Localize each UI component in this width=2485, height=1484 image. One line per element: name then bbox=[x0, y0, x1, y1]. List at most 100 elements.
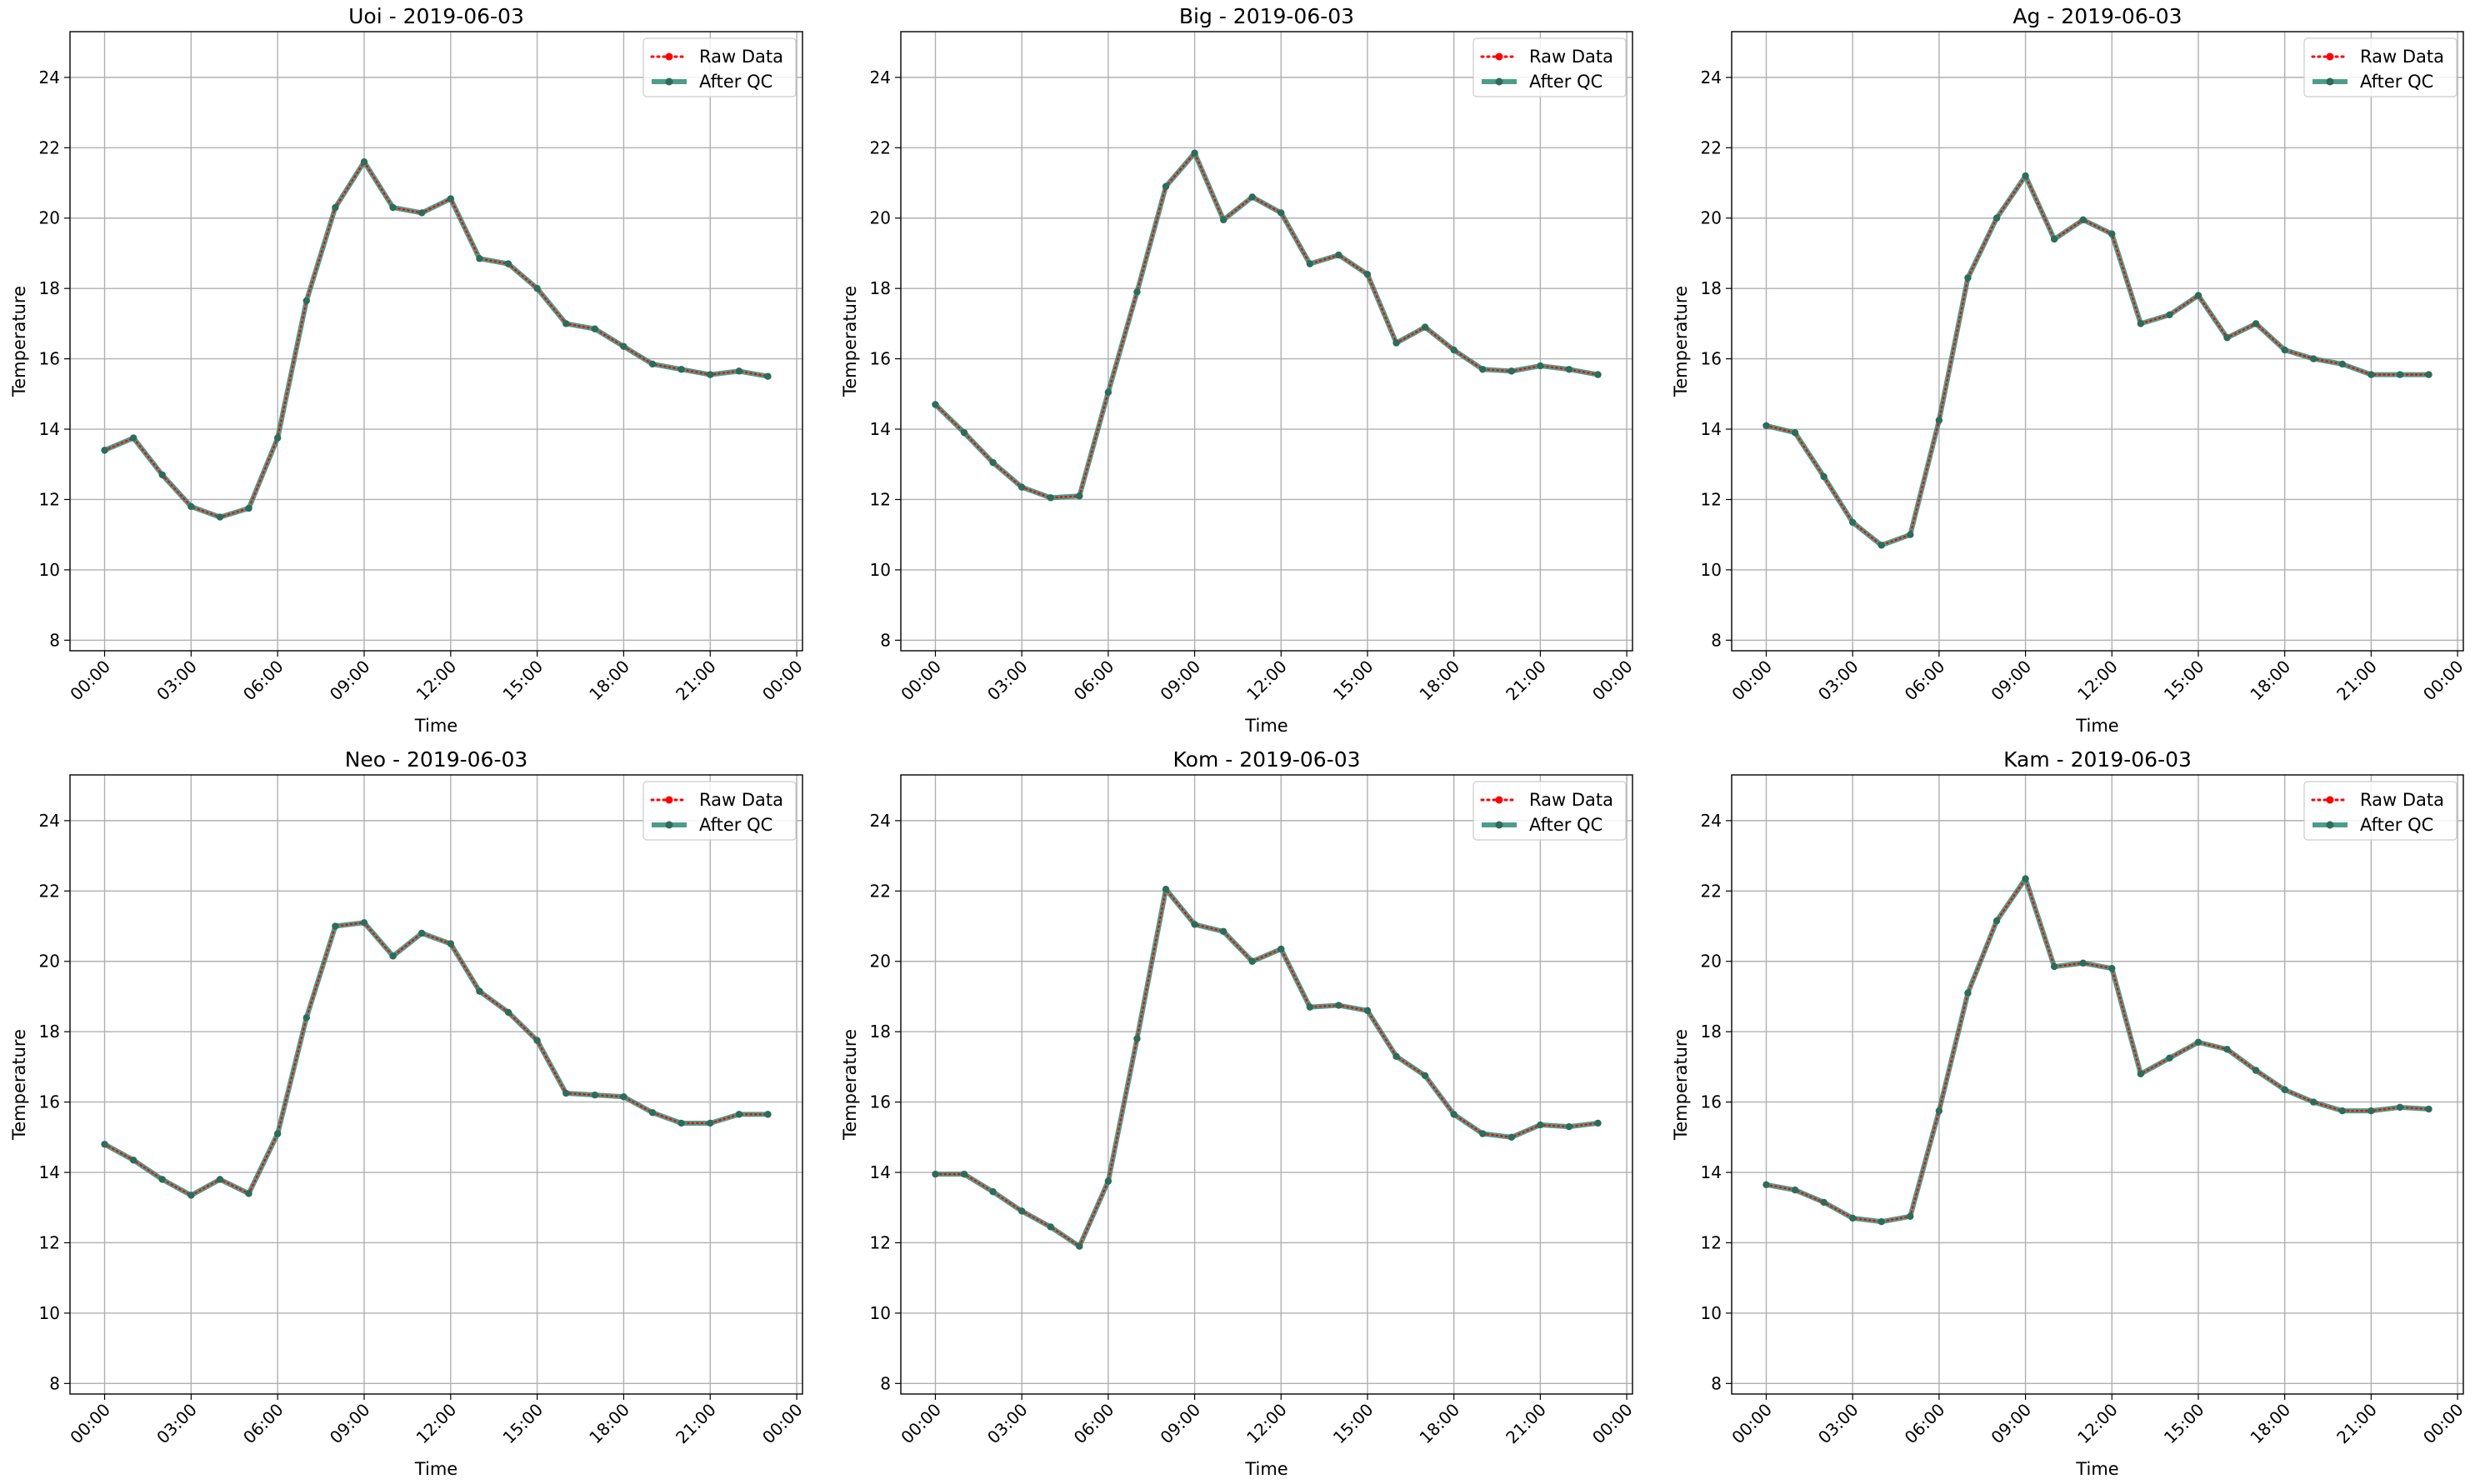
data-point-after-qc bbox=[2338, 1107, 2347, 1115]
x-axis-label: Time bbox=[1244, 1459, 1288, 1479]
y-tick-label: 20 bbox=[870, 208, 891, 228]
data-point-after-qc bbox=[1421, 323, 1429, 331]
legend-marker-raw-data bbox=[2326, 52, 2334, 61]
data-point-after-qc bbox=[129, 434, 138, 442]
data-point-after-qc bbox=[1762, 422, 1770, 430]
data-point-after-qc bbox=[2252, 1067, 2260, 1074]
y-tick-label: 14 bbox=[870, 419, 891, 439]
series-line-after-qc bbox=[1765, 876, 2429, 1225]
x-tick-label: 03:00 bbox=[1814, 657, 1862, 705]
data-point-after-qc bbox=[2338, 360, 2347, 368]
y-tick-label: 16 bbox=[1701, 349, 1722, 369]
y-tick-label: 8 bbox=[1711, 1373, 1722, 1393]
data-point-after-qc bbox=[1392, 1052, 1400, 1060]
data-point-after-qc bbox=[1820, 1198, 1828, 1207]
y-tick-label: 16 bbox=[39, 1092, 60, 1112]
series-line-raw-data bbox=[1765, 173, 2430, 547]
data-point-after-qc bbox=[129, 1157, 138, 1164]
y-tick-label: 8 bbox=[49, 1373, 60, 1393]
data-point-after-qc bbox=[989, 1188, 997, 1196]
y-tick-label: 24 bbox=[870, 811, 891, 831]
chart-panel: 8 10 12 14 16 18 20 22 24 00:00 03:00 06:00 09:00 12:… bbox=[840, 747, 1637, 1479]
data-point-after-qc bbox=[1335, 1002, 1342, 1009]
plot-frame bbox=[900, 774, 1633, 1395]
data-point-after-qc bbox=[2223, 334, 2231, 342]
x-tick-label: 09:00 bbox=[1987, 657, 2035, 705]
x-tick-label: 09:00 bbox=[1987, 1400, 2035, 1448]
x-tick-label: 18:00 bbox=[2246, 657, 2294, 705]
legend: Raw Data After QC bbox=[2303, 781, 2458, 841]
x-tick-label: 21:00 bbox=[2332, 657, 2381, 705]
x-tick-label: 21:00 bbox=[1502, 657, 1550, 705]
x-tick-label: 21:00 bbox=[672, 657, 720, 705]
data-point-after-qc bbox=[1450, 1111, 1458, 1118]
chart-panel: 8 10 12 14 16 18 20 22 24 00:00 03:00 06:00 09:00 12:… bbox=[1671, 4, 2468, 736]
data-point-after-qc bbox=[360, 157, 368, 166]
data-point-after-qc bbox=[1133, 288, 1141, 296]
data-point-after-qc bbox=[1992, 214, 2001, 222]
legend: Raw Data After QC bbox=[642, 37, 797, 97]
data-point-after-qc bbox=[678, 1119, 685, 1127]
x-tick-label: 06:00 bbox=[1901, 1400, 1949, 1448]
legend-label-after-qc: After QC bbox=[2360, 815, 2433, 835]
data-point-after-qc bbox=[447, 940, 455, 947]
y-tick-label: 18 bbox=[39, 1022, 60, 1042]
data-point-after-qc bbox=[1594, 1119, 1602, 1127]
data-point-after-qc bbox=[2281, 1086, 2288, 1094]
data-point-after-qc bbox=[1479, 366, 1487, 373]
data-point-after-qc bbox=[1421, 1072, 1429, 1080]
series-line-raw-data bbox=[1765, 877, 2430, 1223]
chart-panel: 8 10 12 14 16 18 20 22 24 00:00 03:00 06:00 09:00 12:… bbox=[9, 747, 807, 1479]
data-point-after-qc bbox=[2396, 1103, 2404, 1112]
x-tick-label: 15:00 bbox=[2160, 1400, 2208, 1448]
y-tick-label: 24 bbox=[39, 811, 60, 831]
y-tick-label: 14 bbox=[39, 419, 60, 439]
x-tick-label: 21:00 bbox=[672, 1400, 720, 1448]
data-point-after-qc bbox=[562, 320, 570, 327]
data-point-after-qc bbox=[360, 919, 368, 927]
y-tick-label: 14 bbox=[1701, 419, 1722, 439]
data-point-after-qc bbox=[707, 1119, 714, 1127]
x-axis-label: Time bbox=[2075, 716, 2118, 736]
data-point-after-qc bbox=[1392, 339, 1400, 347]
data-point-after-qc bbox=[1076, 1242, 1083, 1250]
y-tick-label: 12 bbox=[39, 489, 60, 509]
x-tick-label: 12:00 bbox=[412, 657, 461, 705]
data-point-after-qc bbox=[1278, 945, 1285, 953]
legend-marker-after-qc bbox=[1495, 77, 1503, 86]
data-point-after-qc bbox=[591, 1091, 599, 1099]
data-point-after-qc bbox=[2022, 172, 2029, 180]
y-tick-label: 8 bbox=[880, 1373, 891, 1393]
legend-label-after-qc: After QC bbox=[699, 72, 772, 92]
x-tick-label: 03:00 bbox=[152, 1400, 201, 1448]
x-tick-label: 15:00 bbox=[2160, 657, 2208, 705]
y-tick-label: 18 bbox=[39, 278, 60, 298]
data-point-after-qc bbox=[332, 922, 339, 930]
data-point-after-qc bbox=[1820, 472, 1828, 481]
data-point-after-qc bbox=[1047, 1223, 1054, 1231]
data-point-after-qc bbox=[2108, 964, 2116, 972]
data-point-after-qc bbox=[707, 371, 714, 378]
plot-frame bbox=[1731, 774, 2464, 1395]
x-tick-label: 00:00 bbox=[897, 1400, 945, 1448]
x-tick-label: 06:00 bbox=[1901, 657, 1949, 705]
y-tick-label: 12 bbox=[870, 1232, 891, 1252]
data-point-after-qc bbox=[591, 325, 599, 332]
data-point-after-qc bbox=[1191, 921, 1198, 928]
data-point-after-qc bbox=[418, 929, 426, 937]
data-point-after-qc bbox=[1791, 429, 1799, 437]
y-tick-label: 18 bbox=[1701, 1022, 1722, 1042]
data-point-after-qc bbox=[1162, 182, 1170, 190]
legend-label-raw-data: Raw Data bbox=[699, 790, 783, 810]
data-point-after-qc bbox=[1076, 492, 1083, 500]
data-point-after-qc bbox=[1219, 927, 1228, 936]
data-point-after-qc bbox=[418, 209, 426, 217]
y-tick-label: 24 bbox=[39, 67, 60, 87]
x-tick-label: 00:00 bbox=[1588, 1400, 1637, 1448]
data-point-after-qc bbox=[1363, 271, 1372, 278]
data-point-after-qc bbox=[960, 1170, 968, 1178]
legend: Raw Data After QC bbox=[2303, 37, 2458, 97]
legend-marker-after-qc bbox=[1495, 821, 1503, 829]
data-point-after-qc bbox=[1565, 366, 1573, 373]
data-point-after-qc bbox=[1450, 346, 1458, 354]
